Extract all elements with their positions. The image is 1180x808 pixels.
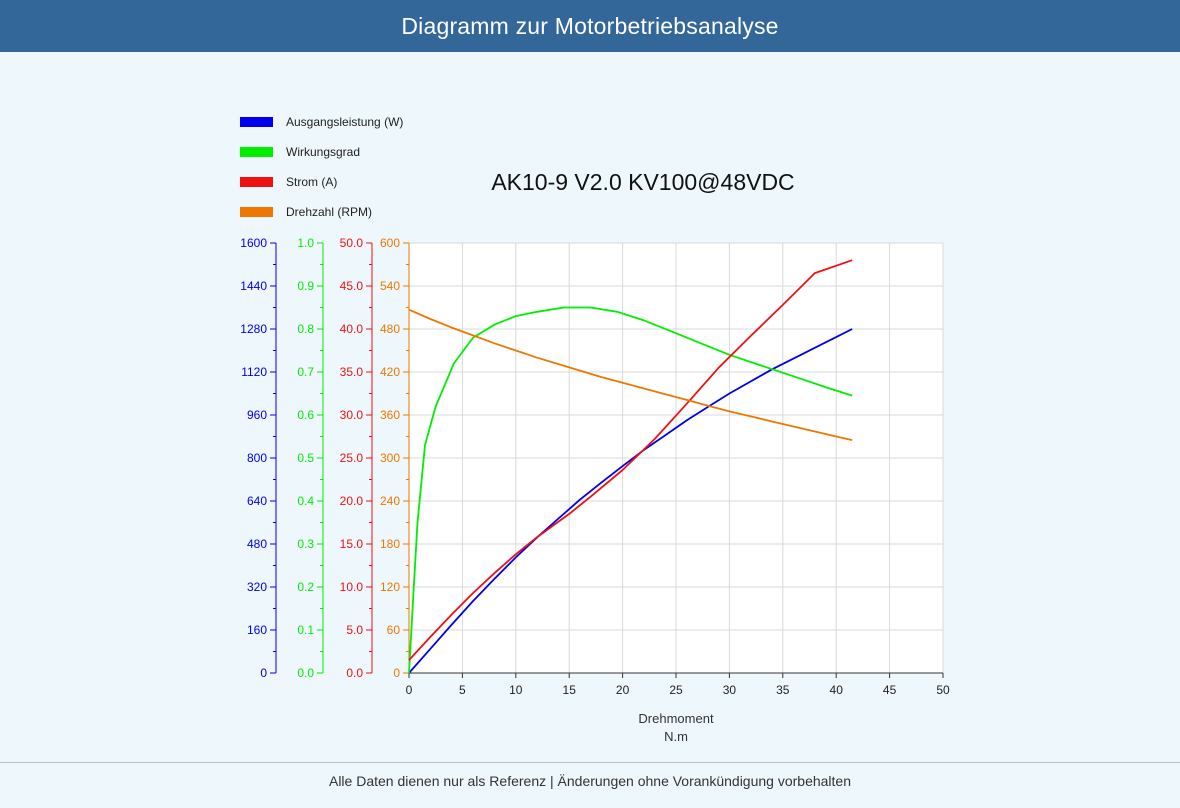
legend-label: Ausgangsleistung (W) xyxy=(286,115,403,129)
current-tick-label: 50.0 xyxy=(340,236,364,250)
power-tick-label: 1280 xyxy=(240,322,267,336)
eff-tick-label: 0.9 xyxy=(297,279,314,293)
rpm-tick-label: 300 xyxy=(380,451,400,465)
power-tick-label: 1120 xyxy=(241,365,267,379)
eff-tick-label: 0.3 xyxy=(297,537,314,551)
eff-tick-label: 0.7 xyxy=(297,365,314,379)
rpm-tick-label: 480 xyxy=(380,322,400,336)
x-tick-label: 20 xyxy=(616,683,630,697)
series-line-eff xyxy=(408,306,853,674)
legend-swatch xyxy=(240,147,273,157)
eff-tick-label: 1.0 xyxy=(297,236,314,250)
eff-tick-label: 0.5 xyxy=(297,451,314,465)
current-tick-label: 15.0 xyxy=(340,537,364,551)
x-tick-label: 25 xyxy=(669,683,683,697)
power-tick-label: 480 xyxy=(247,537,267,551)
current-tick-label: 0.0 xyxy=(346,666,363,680)
series-line-power xyxy=(408,328,853,674)
x-axis-title: Drehmoment xyxy=(638,711,714,726)
power-tick-label: 0 xyxy=(260,666,267,680)
current-tick-label: 35.0 xyxy=(340,365,364,379)
rpm-tick-label: 360 xyxy=(380,408,400,422)
x-tick-label: 35 xyxy=(776,683,790,697)
current-tick-label: 30.0 xyxy=(340,408,364,422)
footer-disclaimer: Alle Daten dienen nur als Referenz | Änd… xyxy=(328,773,851,789)
eff-tick-label: 0.1 xyxy=(297,623,314,637)
current-tick-label: 45.0 xyxy=(340,279,364,293)
rpm-tick-label: 540 xyxy=(380,279,400,293)
series-line-rpm xyxy=(408,308,853,441)
legend-swatch xyxy=(240,117,273,127)
legend-swatch xyxy=(240,177,273,187)
page-header: Diagramm zur Motorbetriebsanalyse xyxy=(0,0,1180,52)
legend-label: Drehzahl (RPM) xyxy=(286,205,372,219)
footer: Alle Daten dienen nur als Referenz | Änd… xyxy=(0,763,1180,799)
rpm-tick-label: 120 xyxy=(380,580,400,594)
current-tick-label: 20.0 xyxy=(340,494,364,508)
chart-title: AK10-9 V2.0 KV100@48VDC xyxy=(491,169,794,195)
legend-swatch xyxy=(240,207,273,217)
current-tick-label: 25.0 xyxy=(340,451,364,465)
rpm-tick-label: 180 xyxy=(380,537,400,551)
power-tick-label: 1600 xyxy=(240,236,267,250)
rpm-tick-label: 420 xyxy=(380,365,400,379)
eff-tick-label: 0.6 xyxy=(297,408,314,422)
legend-label: Strom (A) xyxy=(286,175,337,189)
rpm-tick-label: 240 xyxy=(380,494,400,508)
power-tick-label: 800 xyxy=(247,451,267,465)
x-tick-label: 10 xyxy=(509,683,523,697)
x-tick-label: 30 xyxy=(723,683,737,697)
x-tick-label: 0 xyxy=(406,683,413,697)
rpm-tick-label: 600 xyxy=(380,236,400,250)
eff-tick-label: 0.0 xyxy=(297,666,314,680)
series-line-current xyxy=(408,259,853,661)
power-tick-label: 960 xyxy=(247,408,267,422)
x-axis-unit: N.m xyxy=(664,729,688,744)
power-tick-label: 320 xyxy=(247,580,267,594)
eff-tick-label: 0.4 xyxy=(297,494,314,508)
rpm-tick-label: 60 xyxy=(387,623,401,637)
x-tick-label: 15 xyxy=(563,683,577,697)
footer-divider xyxy=(0,762,1180,763)
power-tick-label: 640 xyxy=(247,494,267,508)
eff-tick-label: 0.8 xyxy=(297,322,314,336)
x-tick-label: 45 xyxy=(883,683,897,697)
x-tick-label: 50 xyxy=(936,683,950,697)
current-tick-label: 40.0 xyxy=(340,322,364,336)
motor-chart: 0 5 10 15 20 25 30 35 40 45 50 Drehmoment N.m 0 160 320… xyxy=(240,115,950,744)
power-tick-label: 160 xyxy=(247,623,267,637)
eff-tick-label: 0.2 xyxy=(297,580,314,594)
current-tick-label: 10.0 xyxy=(340,580,364,594)
rpm-tick-label: 0 xyxy=(393,666,400,680)
legend-label: Wirkungsgrad xyxy=(286,145,360,159)
page-title: Diagramm zur Motorbetriebsanalyse xyxy=(401,12,779,39)
current-tick-label: 5.0 xyxy=(346,623,363,637)
x-tick-label: 5 xyxy=(459,683,466,697)
x-tick-label: 40 xyxy=(830,683,844,697)
power-tick-label: 1440 xyxy=(240,279,267,293)
